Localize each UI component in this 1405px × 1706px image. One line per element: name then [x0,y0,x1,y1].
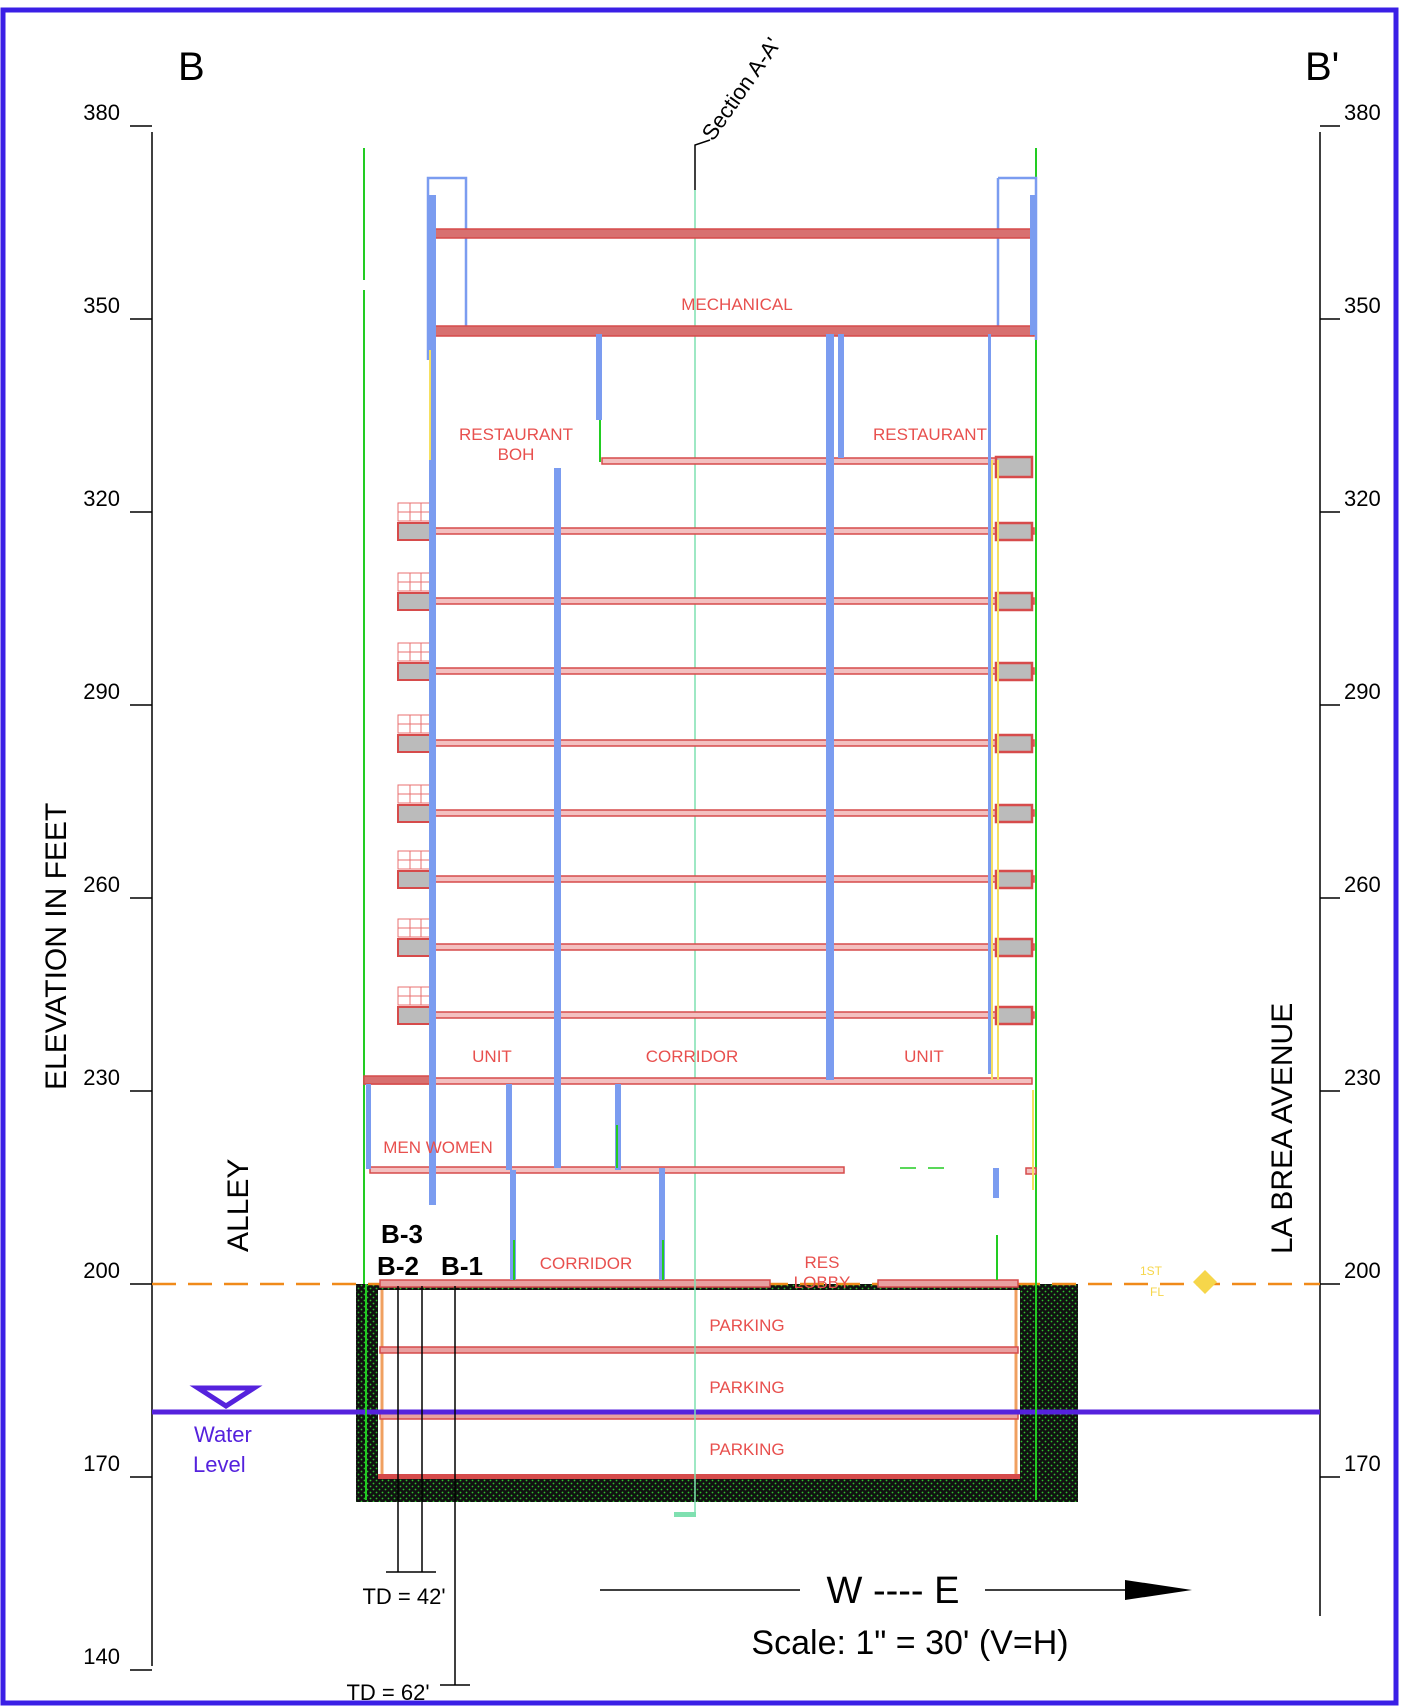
floor-slab [433,809,1035,817]
alley-label: ALLEY [222,1159,255,1252]
east-balcony [994,869,1034,890]
drawing-frame [0,7,1399,1706]
basement-soil-zone [356,1284,1078,1502]
left-tick-label: 260 [83,872,120,897]
property-lines [363,148,1037,1500]
direction-arrow [600,1580,1192,1600]
floor-slab [433,667,1035,675]
right-tick-label: 200 [1344,1258,1381,1283]
boring-td-42-label: TD = 42' [362,1584,445,1609]
ground-floor-slab [379,1279,771,1288]
la-brea-avenue-label: LA BREA AVENUE [1266,1003,1299,1254]
right-tick-label: 290 [1344,679,1381,704]
floor-slab [1025,1167,1037,1175]
west-balcony [397,918,435,957]
east-balcony [994,521,1034,542]
floor-slab [369,1166,845,1174]
floor-slab [433,943,1035,951]
section-cut-label: Section A-A' [697,33,786,145]
east-balcony [994,661,1034,682]
right-tick-label: 350 [1344,293,1381,318]
vertical-axis-label: ELEVATION IN FEET [40,803,73,1090]
right-tick-label: 380 [1344,100,1381,125]
left-tick-label: 380 [83,100,120,125]
boring-b3-label: B-3 [381,1219,423,1249]
structural-columns [366,195,1035,1280]
upper-floor-slabs [363,228,1037,1175]
water-level-label-line2: Level [193,1452,246,1477]
facade-window-lines [429,350,1034,1190]
section-marker-left: B [178,45,205,89]
water-level-triangle [189,1385,263,1409]
parking-level-1-label: PARKING [709,1316,784,1335]
ground-floor-slab-east [877,1279,1019,1288]
svg-text:FL: FL [1150,1285,1164,1299]
men-women-label: MEN WOMEN [383,1138,493,1157]
scale-label: Scale: 1" = 30' (V=H) [751,1624,1068,1662]
floor-slab [431,325,1035,337]
boring-b1-label: B-1 [441,1251,483,1281]
direction-label: W ---- E [827,1570,960,1612]
restaurant-label: RESTAURANT [873,425,987,444]
right-tick-label: 170 [1344,1451,1381,1476]
west-balcony [397,986,435,1025]
east-balcony [994,1005,1034,1026]
right-tick-label: 230 [1344,1065,1381,1090]
floor-slab [433,228,1033,239]
left-tick-label: 140 [83,1644,120,1669]
green-accent-lines [513,420,998,1280]
right-tick-label: 320 [1344,486,1381,511]
boring-td-62-label: TD = 62' [346,1680,429,1705]
west-balcony [397,784,435,823]
mechanical-room-label: MECHANICAL [681,295,792,314]
parking-level-2-label: PARKING [709,1378,784,1397]
left-tick-label: 170 [83,1451,120,1476]
floor-slab [433,597,1035,605]
left-tick-label: 350 [83,293,120,318]
floor-slab [433,527,1035,535]
grade-marker-symbol: 1ST FL [1140,1264,1217,1299]
right-tick-label: 260 [1344,872,1381,897]
west-balcony [397,642,435,681]
res-lobby-label-line1: RES [805,1253,840,1272]
corridor-lower-label: CORRIDOR [540,1254,633,1273]
restaurant-boh-label-line1: RESTAURANT [459,425,573,444]
section-marker-right: B' [1305,45,1339,89]
unit-west-label: UNIT [472,1047,512,1066]
west-balcony [397,572,435,611]
room-labels: MECHANICAL RESTAURANT BOH RESTAURANT UNI… [383,295,987,1459]
east-balcony [994,455,1034,479]
west-balcony [397,714,435,753]
corridor-upper-label: CORRIDOR [646,1047,739,1066]
left-tick-label: 290 [83,679,120,704]
borings: B-3 B-2 B-1 TD = 42' TD = 62' [346,1219,482,1705]
water-level-label-line1: Water [194,1422,252,1447]
res-lobby-label-line2: LOBBY [794,1273,851,1292]
section-cut-line [674,139,711,1517]
east-balcony [994,803,1034,824]
floor-slab [363,1075,435,1085]
left-tick-label: 200 [83,1258,120,1283]
svg-text:1ST: 1ST [1140,1264,1163,1278]
floor-slab [433,875,1035,883]
east-balcony [994,937,1034,958]
parking-level-3-label: PARKING [709,1440,784,1459]
restaurant-boh-label-line2: BOH [498,445,535,464]
floor-slab [433,1011,1035,1019]
boring-b2-label: B-2 [377,1251,419,1281]
west-balcony [397,850,435,889]
unit-east-label: UNIT [904,1047,944,1066]
floor-slab [433,739,1035,747]
mechanical-penthouse [426,176,1038,360]
floor-slab [601,457,1033,465]
left-tick-label: 320 [83,486,120,511]
floor-slab [363,1077,1033,1085]
left-tick-label: 230 [83,1065,120,1090]
west-balcony [397,502,435,541]
left-elevation-axis: 380 350 320 290 260 230 200 170 140 [83,100,153,1671]
east-balcony [994,591,1034,612]
east-balcony [994,733,1034,754]
right-elevation-axis: 380 350 320 290 260 230 200 170 [1319,100,1381,1616]
